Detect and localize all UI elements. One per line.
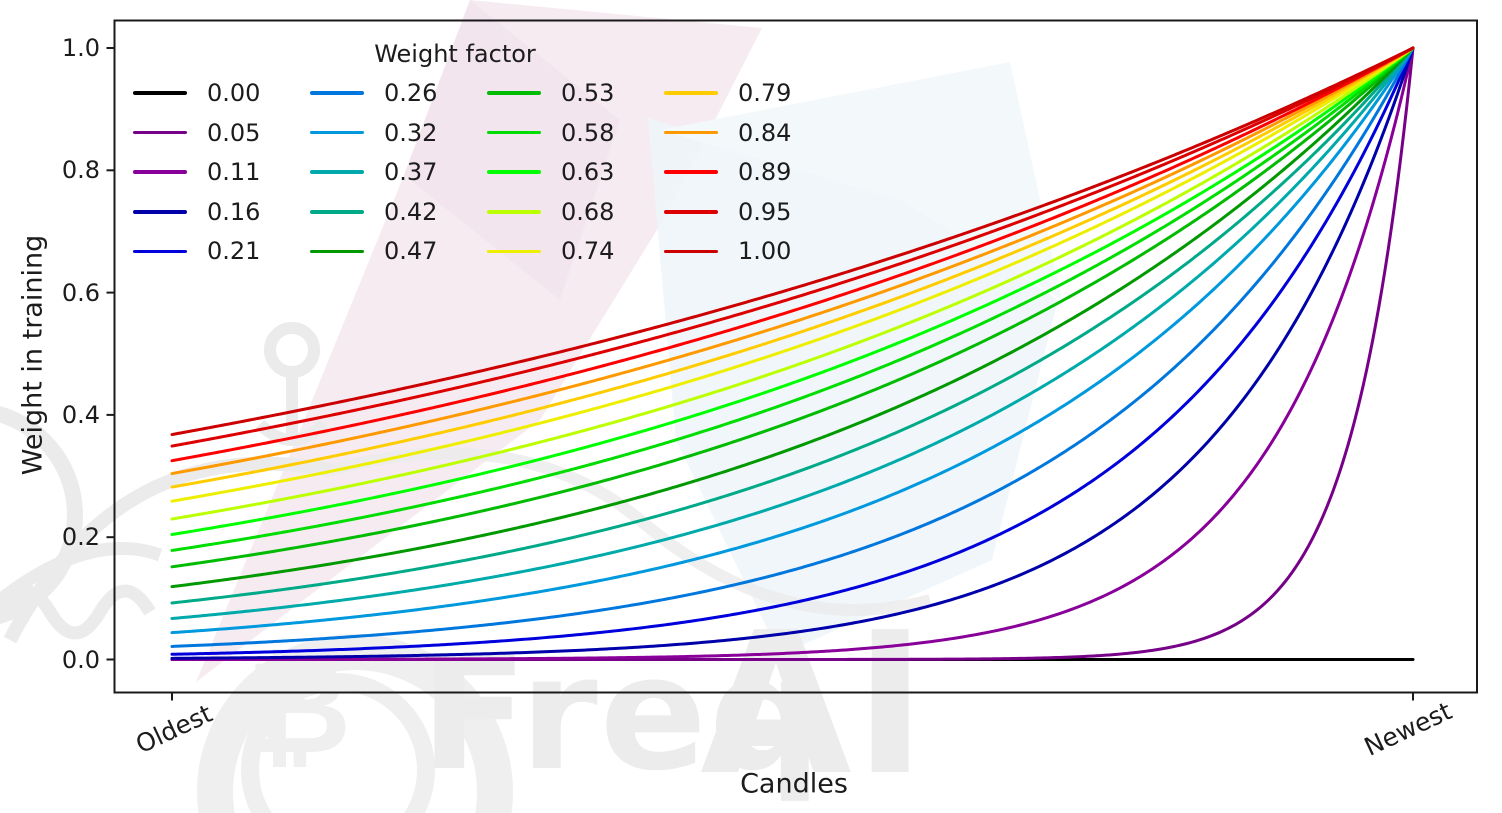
legend-label: 0.79 <box>738 79 792 107</box>
legend-label: 0.32 <box>384 118 438 147</box>
legend-item: 0.95 <box>664 197 791 227</box>
legend-label: 0.84 <box>738 118 792 147</box>
x-axis-label: Candles <box>740 768 848 800</box>
watermark-blue-shape-upper <box>660 62 1062 300</box>
watermark-text-ai: AI <box>700 591 929 813</box>
legend-label: 0.58 <box>561 118 615 147</box>
legend-swatch <box>133 130 187 135</box>
legend-title: Weight factor <box>374 40 536 68</box>
legend-swatch <box>487 170 541 174</box>
legend-swatch <box>664 249 718 254</box>
legend-label: 0.00 <box>207 79 261 107</box>
legend-swatch <box>664 130 718 135</box>
legend-item: 1.00 <box>664 236 791 266</box>
legend-swatch <box>310 210 364 214</box>
legend-swatch <box>133 249 187 254</box>
legend-item: 0.26 <box>310 78 437 108</box>
curve-0.63 <box>170 46 1415 536</box>
legend-swatch <box>487 249 541 254</box>
legend-item: 0.32 <box>310 118 437 148</box>
legend-item: 0.74 <box>487 236 614 266</box>
curve-0.21 <box>170 46 1415 656</box>
coin-outer-ring-icon <box>197 634 513 813</box>
curve-1.00 <box>170 46 1415 437</box>
y-tick-label: 0.2 <box>61 523 100 552</box>
legend-swatch <box>487 91 541 95</box>
legend-label: 0.89 <box>738 158 792 187</box>
curve-0.89 <box>170 46 1415 463</box>
curve-0.26 <box>170 46 1415 648</box>
legend-label: 0.16 <box>207 197 261 226</box>
legend-label: 0.11 <box>207 158 261 187</box>
curve-0.68 <box>170 46 1415 521</box>
legend-swatch <box>133 91 187 95</box>
curve-0.79 <box>170 46 1415 489</box>
legend-swatch <box>310 170 364 174</box>
legend-label: 0.26 <box>384 79 438 107</box>
y-tick-label: 0.4 <box>61 400 100 429</box>
legend-item: 0.21 <box>133 236 260 266</box>
curve-0.53 <box>170 46 1415 569</box>
legend-item: 0.84 <box>664 118 791 148</box>
curve-0.84 <box>170 46 1415 476</box>
legend-label: 1.00 <box>738 237 792 266</box>
legend-item: 0.37 <box>310 157 437 187</box>
legend-swatch <box>310 91 364 95</box>
curve-0.74 <box>170 46 1415 503</box>
legend-label: 0.63 <box>561 158 615 187</box>
legend-item: 0.11 <box>133 157 260 187</box>
legend-item: 0.58 <box>487 118 614 148</box>
y-tick-label: 0.8 <box>61 156 100 185</box>
curve-0.32 <box>170 46 1415 635</box>
legend-swatch <box>487 210 541 214</box>
legend-label: 0.95 <box>738 197 792 226</box>
watermark-pink-leaf-facet <box>404 0 620 300</box>
curve-0.11 <box>170 46 1415 661</box>
legend-item: 0.63 <box>487 157 614 187</box>
legend-swatch <box>310 130 364 135</box>
legend-swatch <box>487 130 541 135</box>
coin-inner-ring-icon <box>241 673 435 813</box>
legend-item: 0.05 <box>133 118 260 148</box>
legend-label: 0.74 <box>561 237 615 266</box>
legend-swatch <box>310 249 364 254</box>
legend: 0.00 0.05 0.11 0.16 0.21 0.26 0.32 0.37 0.42 0.47… <box>133 78 893 278</box>
legend-label: 0.42 <box>384 197 438 226</box>
y-tick-label: 0.6 <box>61 278 100 307</box>
legend-label: 0.05 <box>207 118 261 147</box>
legend-label: 0.21 <box>207 237 261 266</box>
legend-item: 0.89 <box>664 157 791 187</box>
curve-0.16 <box>170 46 1415 660</box>
legend-swatch <box>664 210 718 214</box>
y-axis-label: Weight in training <box>17 234 49 476</box>
curve-0.42 <box>170 46 1415 605</box>
curve-0.58 <box>170 46 1415 552</box>
legend-item: 0.16 <box>133 197 260 227</box>
legend-item: 0.00 <box>133 78 260 108</box>
legend-swatch <box>664 170 718 174</box>
y-tick-label: 0.0 <box>61 645 100 674</box>
legend-label: 0.47 <box>384 237 438 266</box>
legend-item: 0.53 <box>487 78 614 108</box>
legend-item: 0.68 <box>487 197 614 227</box>
watermark-blue-shape <box>648 118 1058 655</box>
legend-label: 0.53 <box>561 79 615 107</box>
curve-0.95 <box>170 46 1415 448</box>
legend-item: 0.79 <box>664 78 791 108</box>
axes-frame <box>113 19 1478 694</box>
watermark-pink-leaf <box>196 0 762 682</box>
legend-item: 0.42 <box>310 197 437 227</box>
curve-0.37 <box>170 46 1415 621</box>
legend-item: 0.47 <box>310 236 437 266</box>
legend-swatch <box>133 210 187 214</box>
legend-swatch <box>664 91 718 95</box>
legend-swatch <box>133 170 187 174</box>
legend-label: 0.37 <box>384 158 438 187</box>
y-tick-label: 1.0 <box>61 34 100 62</box>
curve-0.47 <box>170 46 1415 589</box>
legend-label: 0.68 <box>561 197 615 226</box>
